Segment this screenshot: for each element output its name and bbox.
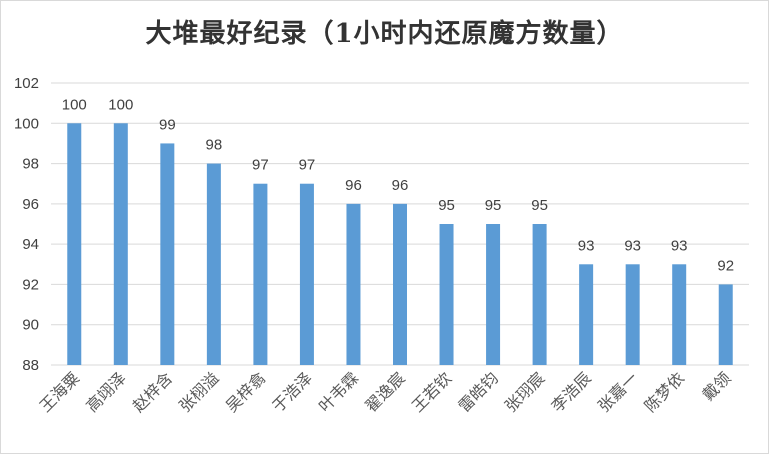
bar (67, 123, 82, 366)
data-label: 99 (159, 116, 176, 133)
data-label: 95 (438, 197, 455, 214)
data-label: 97 (252, 157, 269, 174)
data-label: 96 (392, 177, 409, 194)
y-tick-label: 94 (22, 236, 39, 253)
x-tick-label: 吴梓翕 (222, 368, 269, 415)
data-label: 92 (717, 257, 734, 274)
bar (625, 264, 640, 365)
x-tick-label: 赵梓含 (129, 368, 176, 415)
data-label: 100 (108, 96, 133, 113)
x-tick-label: 戴领 (698, 368, 734, 404)
x-tick-label: 高翊泽 (82, 368, 129, 415)
x-tick-label: 翟逸宸 (361, 368, 408, 415)
x-tick-label: 叶韦霖 (315, 368, 362, 415)
x-tick-label: 王海粟 (36, 368, 83, 415)
data-label: 98 (206, 137, 223, 154)
x-tick-label: 陈梦依 (641, 368, 688, 415)
bar (346, 203, 361, 365)
x-tick-label: 张珝宸 (501, 368, 548, 415)
x-tick-label: 张嘉一 (594, 368, 641, 415)
bar (160, 143, 175, 365)
bar (299, 183, 314, 365)
bar (439, 224, 454, 365)
bar (253, 183, 268, 365)
bar (672, 264, 687, 365)
x-tick-label: 于浩泽 (268, 368, 315, 415)
x-tick-label: 雷皓钧 (455, 368, 502, 415)
chart-title: 大堆最好纪录（1小时内还原魔方数量） (145, 19, 624, 49)
bar (486, 224, 501, 365)
data-label: 93 (671, 237, 688, 254)
y-tick-label: 100 (14, 115, 39, 132)
data-label: 96 (345, 177, 362, 194)
bar (718, 284, 733, 365)
bar (206, 163, 221, 365)
x-tick-label: 王若钦 (408, 368, 455, 415)
bar (579, 264, 594, 365)
bar (113, 123, 128, 366)
y-tick-label: 92 (22, 276, 39, 293)
x-tick-label: 李浩辰 (548, 368, 595, 415)
x-tick-label: 张栩溢 (175, 368, 222, 415)
y-tick-label: 102 (14, 75, 39, 92)
y-tick-label: 88 (22, 357, 39, 374)
data-label: 97 (299, 157, 316, 174)
data-label: 95 (531, 197, 548, 214)
data-label: 93 (578, 237, 595, 254)
data-label: 93 (624, 237, 641, 254)
data-label: 100 (62, 96, 87, 113)
y-tick-label: 90 (22, 317, 39, 334)
bar (393, 203, 407, 365)
y-tick-label: 98 (22, 156, 39, 173)
y-tick-label: 96 (22, 196, 39, 213)
bar (532, 224, 547, 365)
data-label: 95 (485, 197, 502, 214)
